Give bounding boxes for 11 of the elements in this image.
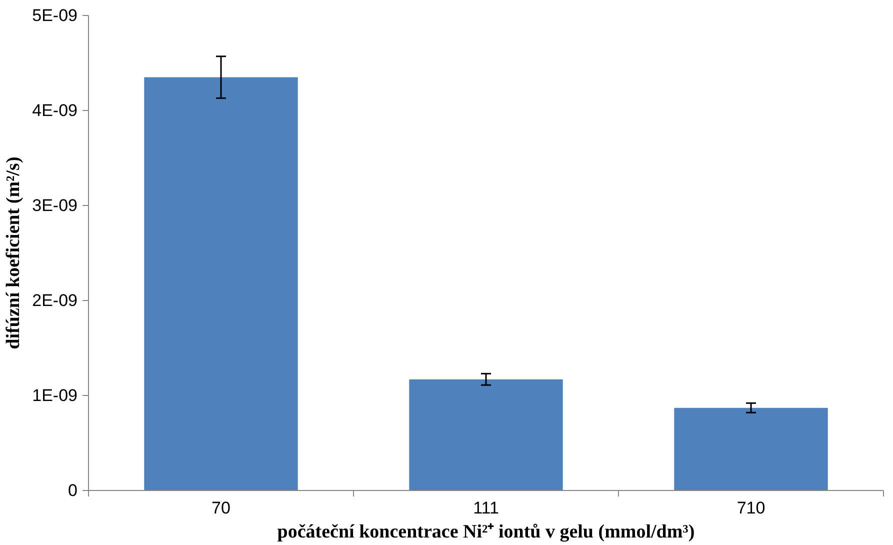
x-axis-title: počáteční koncentrace Ni²⁺ iontů v gelu (mmol/dm³) bbox=[277, 522, 695, 542]
y-tick-label: 2E-09 bbox=[32, 291, 78, 310]
y-axis-title: difúzní koeficient (m²/s) bbox=[3, 156, 24, 350]
y-tick-label: 4E-09 bbox=[32, 101, 78, 120]
y-tick-label: 0 bbox=[68, 481, 78, 500]
y-tick-label: 3E-09 bbox=[32, 196, 78, 215]
x-tick-label: 70 bbox=[212, 498, 230, 518]
x-tick-label: 111 bbox=[473, 498, 499, 518]
y-tick-label: 1E-09 bbox=[32, 386, 78, 405]
x-tick-label: 710 bbox=[736, 498, 766, 518]
y-tick-label: 5E-09 bbox=[32, 6, 78, 25]
